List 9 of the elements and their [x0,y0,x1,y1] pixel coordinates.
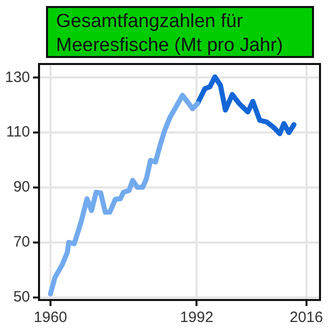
x-tick-label: 2016 [290,309,323,326]
y-tick-label: 90 [13,178,30,196]
y-tick-label: 130 [4,68,30,86]
y-tick-label: 70 [13,234,30,251]
x-tick-label: 1992 [180,309,214,326]
y-tick-label: 110 [6,124,30,141]
x-tick-label: 1960 [34,309,68,326]
chart-title: Gesamtfangzahlen für Meeresfische (Mt pro Jahr) [46,6,314,58]
y-tick-label: 50 [13,288,30,306]
